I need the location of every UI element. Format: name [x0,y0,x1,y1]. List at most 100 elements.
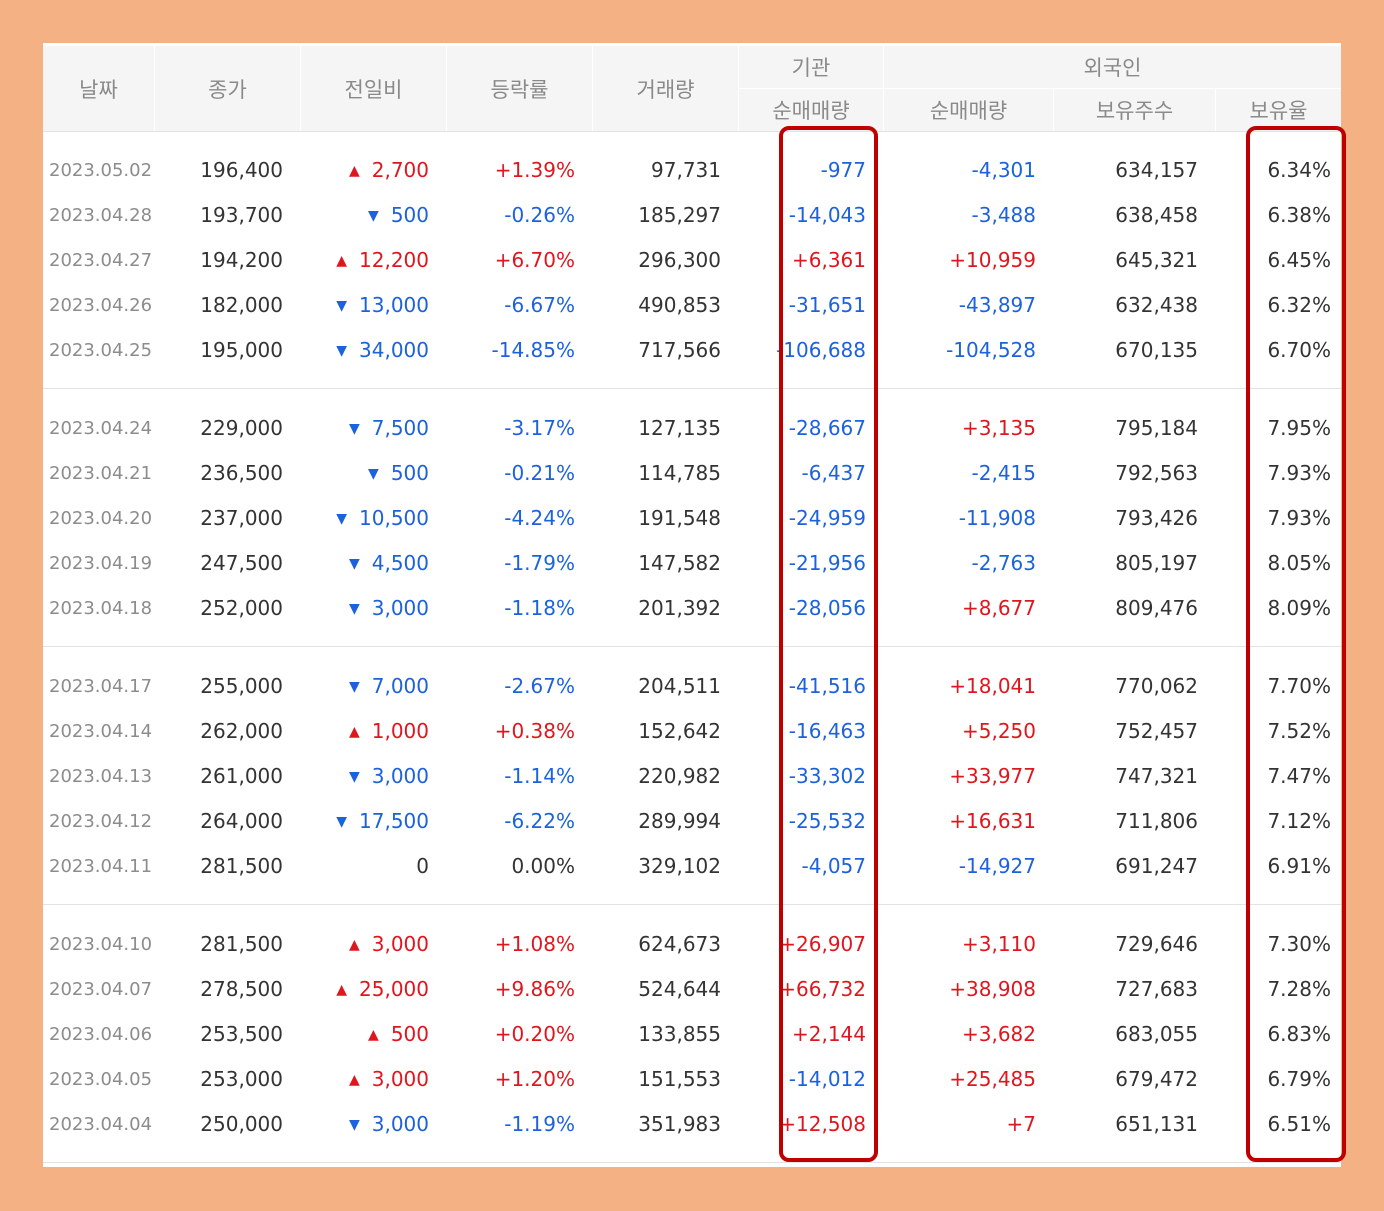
foreign-net-cell: -2,763 [971,551,1036,575]
foreign-ratio-cell: 6.83% [1267,1022,1331,1046]
date-cell: 2023.04.10 [49,934,153,955]
foreign-net-cell: +3,110 [961,932,1036,956]
table-row[interactable]: 2023.05.02 196,400 ▲ 2,700 +1.39% 97,731 -977 -… [43,148,1341,193]
header-change[interactable]: 전일비 [301,46,447,131]
rate-cell: +6.70% [494,248,575,272]
change-value: 0 [416,854,429,878]
down-triangle-icon: ▼ [348,601,360,617]
table-row[interactable]: 2023.04.17 255,000 ▼ 7,000 -2.67% 204,511 -41,… [43,664,1341,709]
foreign-ratio-cell: 6.45% [1267,248,1331,272]
change-value: 500 [390,1022,429,1046]
header-close[interactable]: 종가 [155,46,301,131]
foreign-net-cell: +5,250 [961,719,1036,743]
header-foreign-ratio[interactable]: 보유율 [1249,99,1308,123]
institution-net-cell: -25,532 [788,809,866,833]
table-row[interactable]: 2023.04.24 229,000 ▼ 7,500 -3.17% 127,135 -28,… [43,406,1341,451]
row-group: 2023.04.10 281,500 ▲ 3,000 +1.08% 624,673 +26,… [43,905,1341,1163]
up-triangle-icon: ▲ [368,1027,379,1043]
close-cell: 261,000 [200,764,283,788]
rate-cell: -0.26% [504,203,575,227]
institution-net-cell: +66,732 [779,977,866,1001]
table-header: 날짜 종가 전일비 등락률 거래량 기관 순매매량 외국인 순매매량 보유주수 … [43,46,1341,132]
table-row[interactable]: 2023.04.12 264,000 ▼ 17,500 -6.22% 289,994 -25… [43,799,1341,844]
foreign-shares-cell: 729,646 [1115,932,1198,956]
foreign-shares-cell: 638,458 [1115,203,1198,227]
header-rate[interactable]: 등락률 [447,46,593,131]
header-foreign-net[interactable]: 순매매량 [884,89,1054,131]
table-row[interactable]: 2023.04.07 278,500 ▲ 25,000 +9.86% 524,644 +66… [43,967,1341,1012]
rate-cell: +1.39% [494,158,575,182]
foreign-ratio-cell: 6.38% [1267,203,1331,227]
foreign-shares-cell: 691,247 [1115,854,1198,878]
foreign-ratio-cell: 6.32% [1267,293,1331,317]
header-volume[interactable]: 거래량 [593,46,739,131]
foreign-ratio-cell: 7.93% [1267,506,1331,530]
foreign-net-cell: +33,977 [949,764,1036,788]
volume-cell: 151,553 [638,1067,721,1091]
foreign-shares-cell: 793,426 [1115,506,1198,530]
foreign-shares-cell: 805,197 [1115,551,1198,575]
foreign-net-cell: +7 [1006,1112,1036,1136]
date-cell: 2023.04.05 [49,1069,153,1090]
table-row[interactable]: 2023.04.04 250,000 ▼ 3,000 -1.19% 351,983 +12,… [43,1102,1341,1147]
header-date[interactable]: 날짜 [43,46,155,131]
rate-cell: +1.08% [494,932,575,956]
foreign-net-cell: +38,908 [949,977,1036,1001]
header-institution-net[interactable]: 순매매량 [739,89,884,131]
table-row[interactable]: 2023.04.20 237,000 ▼ 10,500 -4.24% 191,548 -24… [43,496,1341,541]
foreign-ratio-cell: 7.95% [1267,416,1331,440]
close-cell: 195,000 [200,338,283,362]
change-value: 500 [390,461,429,485]
change-cell: ▼ 4,500 [43,541,429,586]
foreign-net-cell: -104,528 [946,338,1036,362]
down-triangle-icon: ▼ [348,769,360,785]
volume-cell: 185,297 [638,203,721,227]
foreign-shares-cell: 632,438 [1115,293,1198,317]
date-cell: 2023.04.11 [49,856,153,877]
table-row[interactable]: 2023.04.06 253,500 ▲ 500 +0.20% 133,855 +2,144… [43,1012,1341,1057]
change-cell: ▼ 500 [43,193,429,238]
header-foreign-shares[interactable]: 보유주수 [1054,89,1216,131]
rate-cell: -1.14% [504,764,575,788]
date-cell: 2023.04.26 [49,295,153,316]
table-row[interactable]: 2023.04.26 182,000 ▼ 13,000 -6.67% 490,853 -31… [43,283,1341,328]
table-row[interactable]: 2023.04.21 236,500 ▼ 500 -0.21% 114,785 -6,437… [43,451,1341,496]
table-row[interactable]: 2023.04.05 253,000 ▲ 3,000 +1.20% 151,553 -14,… [43,1057,1341,1102]
table-row[interactable]: 2023.04.18 252,000 ▼ 3,000 -1.18% 201,392 -28,… [43,586,1341,631]
change-value: 7,500 [371,416,429,440]
table-row[interactable]: 2023.04.19 247,500 ▼ 4,500 -1.79% 147,582 -21,… [43,541,1341,586]
close-cell: 281,500 [200,854,283,878]
date-cell: 2023.04.18 [49,598,153,619]
table-row[interactable]: 2023.04.10 281,500 ▲ 3,000 +1.08% 624,673 +26,… [43,922,1341,967]
close-cell: 247,500 [200,551,283,575]
table-row[interactable]: 2023.04.25 195,000 ▼ 34,000 -14.85% 717,566 -1… [43,328,1341,373]
institution-net-cell: -6,437 [801,461,866,485]
down-triangle-icon: ▼ [336,511,348,527]
foreign-net-cell: -14,927 [958,854,1036,878]
table-row[interactable]: 2023.04.27 194,200 ▲ 12,200 +6.70% 296,300 +6,… [43,238,1341,283]
foreign-ratio-cell: 6.51% [1267,1112,1331,1136]
table-row[interactable]: 2023.04.14 262,000 ▲ 1,000 +0.38% 152,642 -16,… [43,709,1341,754]
change-cell: ▼ 3,000 [43,754,429,799]
institution-net-cell: +26,907 [779,932,866,956]
foreign-ratio-cell: 6.79% [1267,1067,1331,1091]
change-value: 500 [390,203,429,227]
foreign-shares-cell: 752,457 [1115,719,1198,743]
volume-cell: 114,785 [638,461,721,485]
table-row[interactable]: 2023.04.13 261,000 ▼ 3,000 -1.14% 220,982 -33,… [43,754,1341,799]
institution-net-cell: +2,144 [791,1022,866,1046]
table-row[interactable]: 2023.04.11 281,500 0 0.00% 329,102 -4,057 -14,… [43,844,1341,889]
change-cell: ▲ 2,700 [43,148,429,193]
change-cell: ▼ 13,000 [43,283,429,328]
foreign-shares-cell: 711,806 [1115,809,1198,833]
change-cell: ▼ 500 [43,451,429,496]
rate-cell: -2.67% [504,674,575,698]
rate-cell: +0.20% [494,1022,575,1046]
row-group: 2023.04.24 229,000 ▼ 7,500 -3.17% 127,135 -28,… [43,389,1341,647]
change-cell: ▲ 12,200 [43,238,429,283]
table-row[interactable]: 2023.04.28 193,700 ▼ 500 -0.26% 185,297 -14,04… [43,193,1341,238]
rate-cell: -4.24% [504,506,575,530]
foreign-net-cell: -2,415 [971,461,1036,485]
change-value: 10,500 [359,506,429,530]
change-value: 2,700 [371,158,429,182]
